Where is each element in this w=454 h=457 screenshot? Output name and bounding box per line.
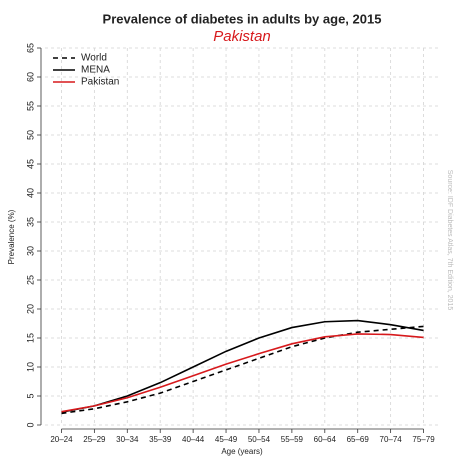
x-tick-label: 60–64 [314,435,337,444]
legend-label: Pakistan [81,77,119,88]
y-tick-label: 35 [25,217,35,227]
y-tick-label: 25 [25,275,35,285]
y-tick-label: 60 [25,72,35,82]
x-tick-label: 30–34 [116,435,139,444]
x-axis-label: Age (years) [221,447,263,456]
line-series [61,319,424,414]
line-series [61,333,424,413]
chart-subtitle: Pakistan [213,28,271,45]
y-axis-label: Prevalence (%) [7,209,16,264]
y-tick-label: 65 [25,43,35,53]
x-tick-label: 40–44 [182,435,205,444]
x-tick-label: 45–49 [215,435,238,444]
y-tick-label: 0 [25,422,35,427]
chart-title: Prevalence of diabetes in adults by age,… [103,11,382,26]
y-tick-label: 40 [25,188,35,198]
x-tick-label: 50–54 [248,435,271,444]
y-tick-label: 20 [25,304,35,314]
x-tick-label: 70–74 [380,435,403,444]
x-tick-label: 65–69 [347,435,370,444]
y-tick-label: 15 [25,333,35,343]
source-note: Source: IDF Diabetes Atlas, 7th Edition,… [446,170,453,311]
x-tick-label: 25–29 [83,435,106,444]
x-tick-label: 55–59 [281,435,304,444]
x-tick-label: 20–24 [50,435,73,444]
y-tick-label: 45 [25,159,35,169]
x-tick-label: 35–39 [149,435,172,444]
legend-label: MENA [81,65,110,76]
y-tick-label: 30 [25,246,35,256]
x-tick-label: 75–79 [412,435,435,444]
y-tick-label: 55 [25,101,35,111]
legend-label: World [81,53,107,64]
y-tick-label: 5 [25,393,35,398]
y-tick-label: 50 [25,130,35,140]
y-tick-label: 10 [25,362,35,372]
